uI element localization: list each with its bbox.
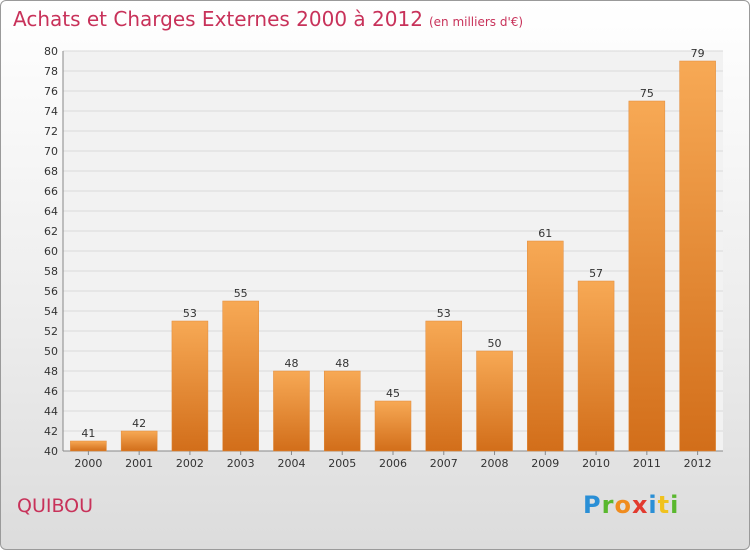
- x-tick-label: 2000: [74, 457, 102, 470]
- bar: [527, 240, 564, 452]
- bar-value-label: 79: [691, 47, 705, 60]
- logo-letter: P: [583, 491, 602, 519]
- bar-value-label: 41: [81, 427, 95, 440]
- bar-value-label: 61: [538, 227, 552, 240]
- bar: [628, 100, 666, 452]
- bar-value-label: 45: [386, 387, 400, 400]
- bar: [476, 350, 513, 452]
- bar: [679, 60, 716, 452]
- x-tick-label: 2008: [481, 457, 509, 470]
- y-tick-label: 42: [44, 425, 58, 438]
- bar-value-label: 48: [335, 357, 349, 370]
- bar: [577, 280, 615, 452]
- logo-letter: t: [657, 491, 671, 519]
- bar-value-label: 53: [183, 307, 197, 320]
- bar: [323, 370, 361, 452]
- y-tick-label: 74: [44, 105, 58, 118]
- chart-title-text: Achats et Charges Externes 2000 à 2012: [13, 7, 423, 31]
- bar: [120, 430, 158, 452]
- bar: [425, 320, 463, 452]
- logo-letter: i: [648, 491, 658, 519]
- x-tick-label: 2012: [684, 457, 712, 470]
- x-tick-label: 2001: [125, 457, 153, 470]
- logo-letter: x: [631, 491, 649, 519]
- bar-value-label: 57: [589, 267, 603, 280]
- x-tick-label: 2010: [582, 457, 610, 470]
- y-tick-label: 76: [44, 85, 58, 98]
- logo-letter: r: [601, 491, 615, 519]
- y-tick-label: 52: [44, 325, 58, 338]
- x-tick-label: 2004: [277, 457, 305, 470]
- bar-value-label: 48: [284, 357, 298, 370]
- x-tick-label: 2007: [430, 457, 458, 470]
- x-tick-label: 2005: [328, 457, 356, 470]
- y-tick-label: 68: [44, 165, 58, 178]
- bar: [70, 440, 107, 452]
- chart-subtitle: (en milliers d'€): [428, 15, 524, 29]
- bar-value-label: 53: [437, 307, 451, 320]
- bar: [222, 300, 259, 452]
- y-tick-label: 64: [44, 205, 58, 218]
- bar-value-label: 75: [640, 87, 654, 100]
- x-tick-label: 2003: [227, 457, 255, 470]
- bar: [273, 370, 310, 452]
- y-tick-label: 70: [44, 145, 58, 158]
- y-tick-label: 62: [44, 225, 58, 238]
- y-tick-label: 46: [44, 385, 58, 398]
- y-tick-label: 58: [44, 265, 58, 278]
- bar-value-label: 50: [488, 337, 502, 350]
- commune-name: QUIBOU: [17, 495, 94, 517]
- bar: [374, 400, 412, 452]
- y-tick-label: 48: [44, 365, 58, 378]
- x-tick-label: 2006: [379, 457, 407, 470]
- bar: [171, 320, 209, 452]
- bar-value-label: 42: [132, 417, 146, 430]
- logo-letter: i: [670, 491, 680, 519]
- y-tick-label: 50: [44, 345, 58, 358]
- bar-value-label: 55: [234, 287, 248, 300]
- y-tick-label: 54: [44, 305, 58, 318]
- y-tick-label: 60: [44, 245, 58, 258]
- y-tick-label: 80: [44, 45, 58, 58]
- chart-title: Achats et Charges Externes 2000 à 2012 (e…: [13, 7, 523, 31]
- y-tick-label: 72: [44, 125, 58, 138]
- x-tick-label: 2009: [531, 457, 559, 470]
- y-tick-label: 66: [44, 185, 58, 198]
- x-tick-label: 2011: [633, 457, 661, 470]
- x-tick-label: 2002: [176, 457, 204, 470]
- y-tick-label: 44: [44, 405, 58, 418]
- proxiti-logo[interactable]: Proxiti: [583, 491, 679, 519]
- y-tick-label: 56: [44, 285, 58, 298]
- y-tick-label: 78: [44, 65, 58, 78]
- logo-letter: o: [614, 491, 632, 519]
- y-tick-label: 40: [44, 445, 58, 458]
